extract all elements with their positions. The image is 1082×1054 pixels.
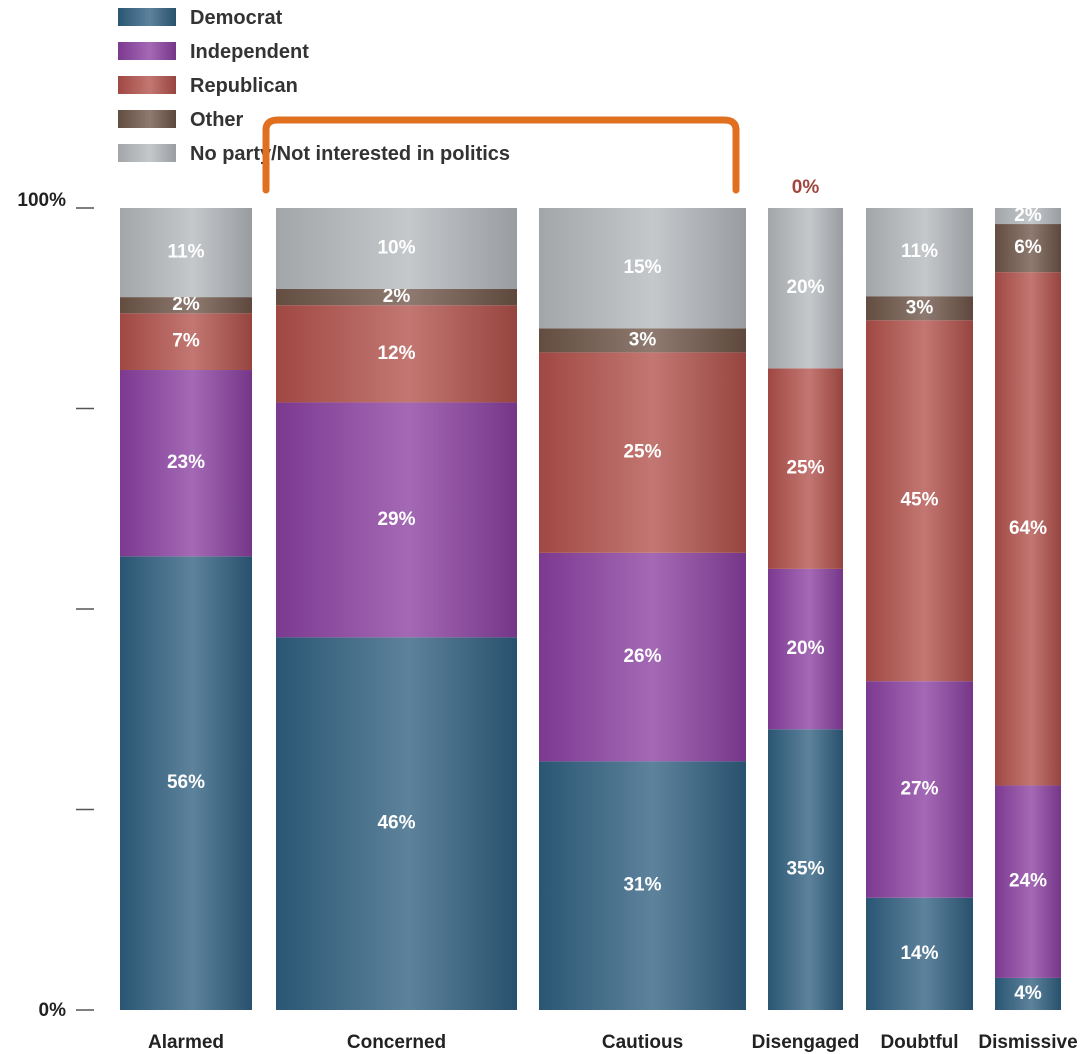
bars: 56% 23% 7% 2% 11% 46% 29% 12% 2% 10% 31% 26% 25% 3% 15… <box>120 205 1061 1010</box>
bar-segment <box>866 320 973 682</box>
data-label: 4% <box>1014 983 1042 1004</box>
data-label: 2% <box>383 286 411 307</box>
category-label: Concerned <box>347 1032 446 1053</box>
bar-segment <box>276 637 517 1010</box>
bar-segment <box>120 297 252 314</box>
bar-segment <box>995 224 1061 273</box>
category-labels: Alarmed Concerned Cautious Disengaged Doubtf… <box>148 1032 1078 1053</box>
bar-segment <box>866 897 973 1010</box>
bar-segment <box>120 208 252 298</box>
bar-segment <box>539 352 746 553</box>
bar-segment <box>866 681 973 898</box>
legend-swatch <box>118 8 176 26</box>
data-label: 24% <box>1009 871 1047 892</box>
bar-segment <box>995 977 1061 1010</box>
data-label: 27% <box>900 778 938 799</box>
bar-segment <box>995 208 1061 225</box>
bar-segment <box>768 208 843 369</box>
bar-segment <box>768 729 843 1010</box>
legend-label: Republican <box>190 75 298 97</box>
bar-segment <box>276 305 517 403</box>
bar-segment <box>120 370 252 557</box>
bar-segment <box>866 296 973 321</box>
bar-segment <box>539 761 746 1010</box>
data-label: 20% <box>786 277 824 298</box>
legend: Democrat Independent Republican Other No par… <box>118 7 510 165</box>
legend-label: Democrat <box>190 7 283 29</box>
data-label: 14% <box>900 943 938 964</box>
data-label: 23% <box>167 452 205 473</box>
bar-segment <box>276 402 517 638</box>
bar-segment <box>539 208 746 329</box>
data-label: 2% <box>1014 205 1042 226</box>
data-label: 31% <box>623 875 661 896</box>
data-label: 6% <box>1014 237 1042 258</box>
annotation-label: 0% <box>792 177 820 198</box>
data-label: 15% <box>623 257 661 278</box>
bar-segment <box>866 208 973 297</box>
data-label: 2% <box>172 294 200 315</box>
data-label: 25% <box>786 458 824 479</box>
category-label: Disengaged <box>752 1032 860 1053</box>
bar-segment <box>995 272 1061 786</box>
data-label: 12% <box>377 343 415 364</box>
data-label: 56% <box>167 772 205 793</box>
data-label: 35% <box>786 859 824 880</box>
bar-segment <box>995 785 1061 978</box>
bar-segment <box>539 328 746 353</box>
data-label: 64% <box>1009 518 1047 539</box>
data-label: 11% <box>168 242 205 263</box>
bar-segment <box>539 552 746 762</box>
data-label: 46% <box>377 813 415 834</box>
legend-swatch <box>118 76 176 94</box>
legend-swatch <box>118 110 176 128</box>
bar-segment <box>276 208 517 290</box>
bar-segment <box>768 568 843 730</box>
data-label: 20% <box>786 638 824 659</box>
data-label: 25% <box>623 442 661 463</box>
data-label: 29% <box>377 509 415 530</box>
data-label: 3% <box>906 297 934 318</box>
legend-label: Independent <box>190 41 309 63</box>
legend-label: No party/Not interested in politics <box>190 143 510 165</box>
annotations: 0% <box>262 116 820 198</box>
y-tick-label: 0% <box>39 1000 67 1021</box>
data-label: 45% <box>900 490 938 511</box>
data-label: 26% <box>623 646 661 667</box>
bar-segment <box>768 368 843 569</box>
data-label: 3% <box>629 329 657 350</box>
category-label: Cautious <box>602 1032 683 1053</box>
category-label: Dismissive <box>978 1032 1077 1053</box>
y-tick-label: 100% <box>17 190 66 211</box>
legend-swatch <box>118 42 176 60</box>
bar-segment <box>120 556 252 1010</box>
highlight-bracket <box>262 116 740 194</box>
legend-swatch <box>118 144 176 162</box>
bar-segment <box>120 313 252 371</box>
data-label: 10% <box>377 238 415 259</box>
category-label: Doubtful <box>880 1032 958 1053</box>
bar-segment <box>276 289 517 306</box>
category-label: Alarmed <box>148 1032 224 1053</box>
data-label: 11% <box>901 241 938 262</box>
y-axis: 0% 100% <box>17 190 94 1021</box>
legend-label: Other <box>190 109 244 131</box>
data-label: 7% <box>172 331 200 352</box>
